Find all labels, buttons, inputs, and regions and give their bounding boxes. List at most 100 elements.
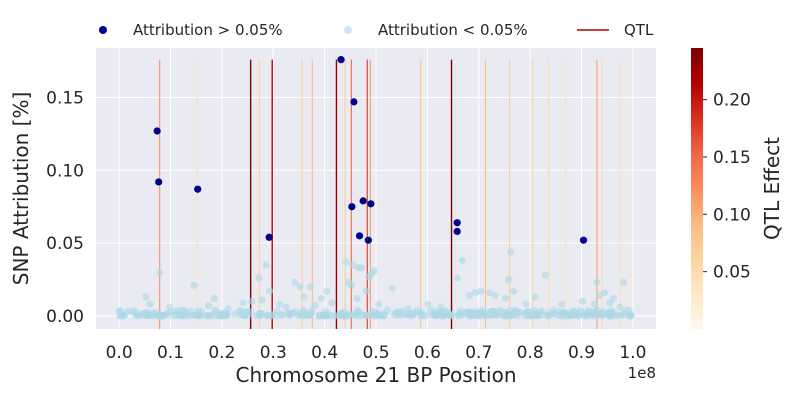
low-point (504, 275, 513, 284)
baseline-point (464, 308, 472, 316)
baseline-point (185, 312, 193, 320)
low-point (296, 283, 304, 291)
baseline-point (192, 311, 200, 319)
low-point (275, 300, 284, 308)
low-point (353, 294, 361, 303)
y-axis-label: SNP Attribution [%] (9, 92, 33, 286)
high-point (453, 219, 461, 227)
baseline-point (344, 311, 353, 320)
low-point (616, 303, 624, 311)
baseline-point (564, 310, 573, 318)
baseline-point (211, 306, 219, 315)
baseline-point (597, 309, 605, 317)
grid-lines (96, 48, 656, 329)
high-point (453, 227, 461, 236)
legend-label-low: Attribution < 0.05% (378, 21, 528, 39)
baseline-points (115, 306, 635, 320)
baseline-point (505, 310, 514, 318)
x-tick-label: 0.4 (311, 343, 338, 363)
baseline-point (614, 312, 622, 320)
x-offset-label: 1e8 (628, 364, 656, 382)
baseline-point (592, 312, 600, 320)
high-point (364, 236, 372, 244)
high-point (359, 197, 367, 205)
low-point (370, 267, 379, 275)
legend-marker-high (99, 26, 107, 34)
low-point (477, 287, 485, 295)
low-point (510, 287, 518, 295)
baseline-point (435, 309, 443, 318)
low-point (323, 287, 331, 295)
colorbar-tick-label: 0.20 (713, 91, 751, 111)
low-point (248, 297, 256, 305)
low-point (311, 302, 319, 310)
low-point (541, 271, 550, 279)
low-point (210, 294, 218, 303)
low-point (258, 296, 266, 304)
x-tick-label: 0.2 (208, 343, 235, 363)
y-tick-label: 0.00 (46, 307, 84, 327)
x-tick-label: 0.7 (465, 343, 492, 363)
low-point (522, 300, 530, 308)
low-point (204, 302, 213, 310)
baseline-point (419, 311, 427, 319)
x-tick-label: 1.0 (619, 343, 646, 363)
baseline-point (362, 311, 370, 319)
high-point (337, 56, 345, 64)
baseline-point (553, 311, 561, 319)
low-point (471, 289, 479, 297)
baseline-point (516, 308, 524, 316)
baseline-point (522, 310, 530, 318)
x-tick-label: 0.9 (568, 343, 595, 363)
high-point (579, 236, 588, 244)
low-point (620, 278, 628, 287)
baseline-point (353, 306, 362, 314)
low-point (374, 300, 383, 308)
x-tick-label: 0.3 (260, 343, 287, 363)
high-attribution-points (153, 56, 588, 244)
baseline-point (263, 311, 271, 319)
colorbar-tick-label: 0.05 (713, 263, 751, 283)
baseline-point (532, 309, 540, 317)
low-point (156, 268, 164, 276)
low-point (465, 291, 474, 300)
x-tick-label: 0.0 (106, 343, 133, 363)
baseline-point (627, 310, 635, 318)
legend-label-high: Attribution > 0.05% (133, 21, 283, 39)
colorbar: 0.05 0.10 0.15 0.20 QTL Effect (691, 48, 784, 329)
high-point (155, 178, 163, 186)
baseline-point (604, 309, 613, 318)
baseline-point (455, 312, 463, 320)
x-tick-label: 0.6 (414, 343, 441, 363)
low-point (266, 287, 274, 295)
baseline-point (585, 307, 593, 315)
baseline-point (500, 312, 508, 320)
baseline-point (240, 312, 249, 320)
low-point (507, 248, 515, 256)
baseline-point (273, 312, 281, 320)
baseline-point (316, 312, 324, 320)
baseline-point (511, 309, 519, 317)
colorbar-tick-label: 0.15 (713, 148, 751, 168)
low-point (347, 281, 355, 289)
baseline-point (257, 309, 265, 318)
baseline-point (286, 310, 295, 318)
x-tick-label: 0.8 (517, 343, 544, 363)
baseline-point (620, 311, 628, 319)
baseline-point (119, 312, 127, 320)
x-axis-label: Chromosome 21 BP Position (236, 363, 517, 387)
low-point (424, 300, 432, 308)
baseline-point (231, 310, 239, 318)
low-point (142, 293, 150, 301)
low-point (306, 283, 314, 291)
low-point (453, 274, 461, 282)
y-tick-label: 0.10 (46, 161, 84, 181)
low-point (224, 305, 232, 313)
low-point (485, 289, 494, 297)
colorbar-tick-label: 0.10 (713, 205, 751, 225)
high-point (265, 233, 273, 241)
colorbar-ticks: 0.05 0.10 0.15 0.20 (703, 91, 751, 283)
low-attribution-points (142, 248, 628, 314)
baseline-point (219, 312, 227, 320)
